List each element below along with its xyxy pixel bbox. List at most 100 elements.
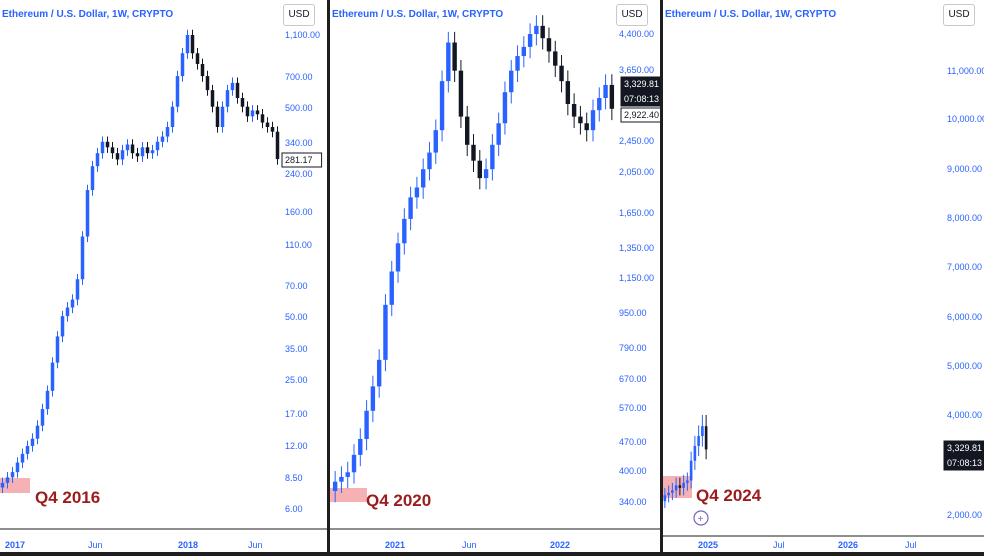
panel-title: Ethereum / U.S. Dollar, 1W, CRYPTO	[332, 9, 504, 20]
currency-button[interactable]: USD	[616, 4, 648, 26]
y-axis-tick-label: 11,000.00	[947, 66, 984, 76]
candle	[671, 490, 674, 493]
candle	[496, 123, 501, 145]
x-axis-tick-label: Jun	[462, 540, 477, 550]
panel-title: Ethereum / U.S. Dollar, 1W, CRYPTO	[665, 9, 837, 20]
candle	[130, 144, 135, 154]
x-axis-tick-label: 2025	[698, 540, 718, 550]
candle	[358, 438, 363, 455]
y-axis-tick-label: 570.00	[619, 403, 647, 413]
candle	[590, 110, 596, 131]
candlestick-chart-2016[interactable]: 1,100.00 700.00 500.00 340.00 240.00 160.00 11…	[0, 0, 327, 556]
candle	[345, 472, 350, 477]
candle	[145, 147, 150, 154]
candlestick-chart-2024[interactable]: 11,000.00 10,000.00 9,000.00 8,000.00 7,000.…	[663, 0, 984, 556]
y-axis-tick-label: 1,350.00	[619, 243, 654, 253]
panel-divider[interactable]	[660, 0, 663, 556]
x-axis-tick-label: 2017	[5, 540, 25, 550]
candle	[10, 472, 15, 478]
candle	[40, 409, 45, 426]
candle	[534, 25, 539, 34]
candle	[609, 84, 615, 109]
candle	[458, 70, 464, 117]
candle	[240, 98, 245, 107]
x-axis-tick-label: 2018	[178, 540, 198, 550]
y-axis-tick-label: 110.00	[285, 240, 312, 250]
candle	[693, 445, 697, 461]
candle	[674, 485, 678, 491]
candle	[477, 160, 482, 179]
y-axis-tick-label: 25.00	[285, 375, 308, 385]
x-axis-tick-label: 2026	[838, 540, 858, 550]
candle	[383, 304, 388, 360]
candle	[565, 81, 571, 105]
candle	[540, 25, 545, 39]
candle	[389, 271, 394, 305]
candle	[190, 35, 195, 54]
candle	[200, 63, 205, 77]
y-axis-tick-label: 400.00	[619, 466, 647, 476]
candle	[420, 169, 426, 188]
x-axis-tick-label: 2021	[385, 540, 405, 550]
candle	[150, 150, 155, 154]
y-axis-tick-label: 1,150.00	[619, 273, 654, 283]
candle	[408, 197, 413, 219]
candle	[603, 84, 608, 99]
candle	[571, 104, 577, 117]
candle	[165, 127, 170, 137]
candlestick-chart-2020[interactable]: 4,400.00 3,650.00 2,450.00 2,050.00 1,650.00…	[330, 0, 660, 556]
chart-panel-2020[interactable]: 4,400.00 3,650.00 2,450.00 2,050.00 1,650.00…	[330, 0, 660, 556]
price-tag-label: 2,922.40	[624, 110, 659, 120]
y-axis-tick-label: 470.00	[619, 437, 647, 447]
candle	[135, 153, 140, 157]
chart-panel-2024[interactable]: 11,000.00 10,000.00 9,000.00 8,000.00 7,000.…	[663, 0, 984, 556]
y-axis-tick-label: 2,450.00	[619, 136, 654, 146]
candle	[704, 426, 708, 450]
crosshair-icon	[693, 510, 709, 526]
candle	[195, 53, 200, 64]
panel-divider[interactable]	[327, 0, 330, 556]
candle	[255, 110, 260, 115]
candle	[578, 116, 583, 124]
candle	[110, 147, 115, 154]
candle	[370, 386, 376, 411]
candle	[527, 34, 533, 47]
candle	[245, 106, 250, 117]
candle	[215, 106, 220, 128]
y-axis-tick-label: 3,650.00	[619, 65, 654, 75]
candle	[55, 336, 60, 363]
candle	[160, 136, 165, 142]
currency-button[interactable]: USD	[943, 4, 975, 26]
chart-panel-2016[interactable]: 1,100.00 700.00 500.00 340.00 240.00 160.00 11…	[0, 0, 327, 556]
y-axis-tick-label: 670.00	[619, 374, 647, 384]
candle	[701, 426, 704, 437]
y-axis-tick-label: 6,000.00	[947, 312, 982, 322]
candle	[100, 141, 105, 154]
price-tag-label: 3,329.81	[624, 79, 659, 89]
candle	[483, 169, 489, 179]
price-tag	[620, 91, 660, 107]
candle	[697, 436, 700, 446]
candle	[45, 390, 50, 410]
bottom-border	[0, 552, 984, 556]
price-tag	[943, 455, 984, 471]
price-tag-label: 07:08:13	[947, 458, 982, 468]
candle	[584, 123, 589, 131]
candle	[275, 131, 280, 160]
quarter-highlight	[663, 476, 692, 498]
candle	[105, 141, 110, 148]
candle	[35, 425, 40, 439]
price-tag-label: 07:08:13	[624, 94, 659, 104]
x-axis-tick-label: Jun	[88, 540, 103, 550]
y-axis-tick-label: 4,000.00	[947, 410, 982, 420]
currency-button[interactable]: USD	[283, 4, 315, 26]
candle	[95, 153, 100, 167]
candle	[210, 90, 215, 107]
x-axis-tick-label: 2022	[550, 540, 570, 550]
candle	[90, 166, 95, 191]
y-axis-tick-label: 6.00	[285, 504, 303, 514]
y-axis-tick-label: 7,000.00	[947, 262, 982, 272]
candle	[225, 90, 230, 107]
candle	[60, 316, 65, 337]
y-axis-tick-label: 340.00	[285, 138, 313, 148]
